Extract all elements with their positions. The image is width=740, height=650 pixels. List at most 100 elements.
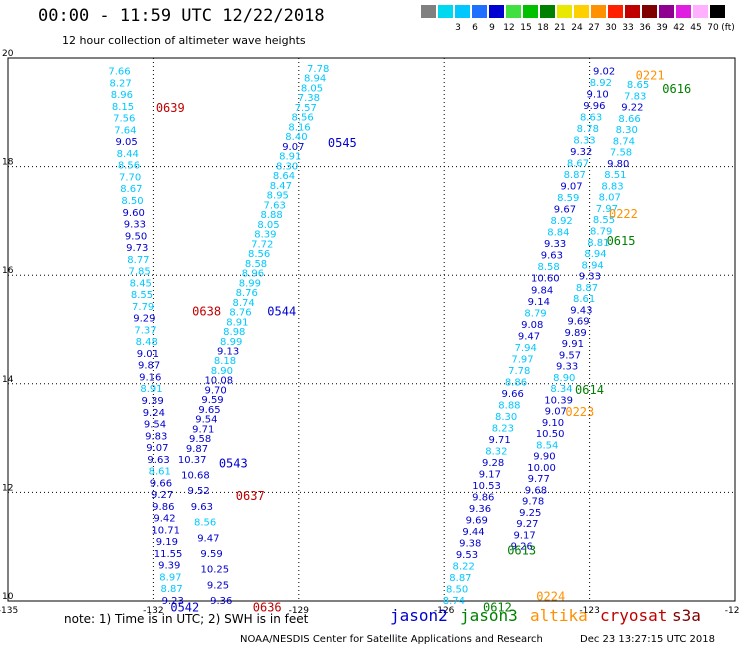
wave-height-value: 7.57 [295, 103, 317, 114]
wave-height-value: 8.44 [117, 149, 139, 160]
pass-label: 0615 [607, 234, 636, 248]
wave-height-value: 7.37 [134, 325, 156, 336]
wave-height-value: 9.47 [197, 533, 219, 544]
wave-height-value: 7.66 [108, 67, 130, 78]
wave-height-value: 8.16 [288, 122, 310, 133]
legend-swatch [659, 5, 674, 18]
page-subtitle: 12 hour collection of altimeter wave hei… [62, 34, 306, 47]
wave-height-value: 9.80 [607, 159, 629, 170]
legend-label: 42 [673, 23, 685, 33]
pass-label: 0222 [609, 207, 638, 221]
wave-height-value: 7.63 [264, 200, 286, 211]
wave-height-value: 9.01 [137, 349, 159, 360]
footer-note: note: 1) Time is in UTC; 2) SWH is in fe… [64, 612, 309, 626]
wave-height-value: 9.19 [156, 537, 178, 548]
wave-height-value: 8.91 [279, 152, 301, 163]
wave-height-value: 8.88 [260, 210, 282, 221]
wave-height-value: 8.39 [254, 230, 276, 241]
wave-height-value: 9.32 [570, 147, 592, 158]
legend-label: 12 [503, 23, 515, 33]
wave-height-value: 9.69 [466, 515, 488, 526]
wave-height-value: 9.07 [282, 142, 304, 153]
wave-height-value: 9.10 [586, 90, 608, 101]
legend-label: 24 [571, 23, 583, 33]
wave-height-value: 9.60 [123, 208, 145, 219]
wave-height-value: 9.38 [459, 538, 481, 549]
legend-unit: (ft) [721, 23, 735, 33]
legend-swatch [608, 5, 623, 18]
wave-height-value: 9.25 [519, 508, 541, 519]
wave-height-value: 8.96 [242, 269, 264, 280]
wave-height-value: 9.53 [456, 550, 478, 561]
wave-height-value: 8.87 [564, 170, 586, 181]
wave-height-value: 9.89 [565, 328, 587, 339]
wave-height-value: 7.78 [307, 64, 329, 75]
wave-height-value: 8.34 [550, 384, 572, 395]
wave-height-value: 9.10 [542, 418, 564, 429]
wave-height-value: 9.33 [579, 272, 601, 283]
wave-height-value: 7.97 [596, 204, 618, 215]
wave-height-value: 8.61 [149, 467, 171, 478]
wave-height-value: 9.86 [472, 492, 494, 503]
wave-height-value: 9.63 [541, 251, 563, 262]
legend-swatch [523, 5, 538, 18]
wave-height-value: 8.40 [285, 132, 307, 143]
wave-height-value: 9.67 [554, 205, 576, 216]
wave-height-value: 8.07 [599, 193, 621, 204]
y-tick-label: 14 [2, 375, 14, 385]
x-tick-label: -129 [289, 606, 310, 616]
wave-height-value: 11.55 [154, 549, 183, 560]
wave-height-value: 7.83 [624, 91, 646, 102]
wave-height-value: 8.94 [304, 74, 326, 85]
wave-height-value: 8.30 [616, 125, 638, 136]
wave-height-value: 8.98 [223, 327, 245, 338]
y-tick-label: 20 [2, 49, 14, 59]
legend-swatch [625, 5, 640, 18]
wave-height-value: 9.28 [482, 458, 504, 469]
pass-label: 0223 [565, 405, 594, 419]
wave-height-value: 10.53 [472, 481, 501, 492]
wave-height-value: 9.39 [158, 561, 180, 572]
wave-height-value: 8.74 [613, 136, 635, 147]
wave-height-value: 8.79 [590, 226, 612, 237]
legend-label: 30 [605, 23, 617, 33]
wave-height-value: 8.87 [160, 584, 182, 595]
y-tick-label: 10 [2, 592, 14, 602]
wave-height-value: 9.54 [195, 415, 217, 426]
wave-height-value: 9.27 [516, 519, 538, 530]
wave-height-value: 9.25 [207, 580, 229, 591]
wave-height-value: 8.65 [627, 80, 649, 91]
wave-height-value: 9.07 [560, 182, 582, 193]
wave-height-value: 9.50 [125, 231, 147, 242]
wave-height-value: 8.15 [112, 102, 134, 113]
wave-height-value: 9.42 [153, 514, 175, 525]
wave-height-value: 9.08 [521, 320, 543, 331]
wave-height-value: 8.76 [229, 308, 251, 319]
legend-swatch [472, 5, 487, 18]
wave-height-value: 8.96 [111, 90, 133, 101]
wave-height-value: 7.70 [119, 172, 141, 183]
wave-height-value: 9.16 [139, 372, 161, 383]
wave-height-value: 9.84 [531, 285, 553, 296]
legend-swatch [421, 5, 436, 18]
wave-height-value: 9.91 [562, 339, 584, 350]
wave-height-value: 8.74 [443, 596, 465, 607]
wave-height-value: 8.94 [582, 260, 604, 271]
wave-height-value: 8.92 [551, 216, 573, 227]
wave-height-value: 8.99 [239, 278, 261, 289]
pass-label: 0545 [328, 136, 357, 150]
legend-swatch [676, 5, 691, 18]
pass-label: 0639 [156, 101, 185, 115]
wave-height-value: 9.05 [115, 137, 137, 148]
wave-height-value: 9.86 [152, 502, 174, 513]
wave-height-value: 9.70 [205, 385, 227, 396]
wave-height-value: 9.71 [488, 435, 510, 446]
wave-height-value: 8.32 [485, 446, 507, 457]
wave-height-value: 8.05 [257, 220, 279, 231]
wave-height-value: 7.94 [515, 343, 537, 354]
wave-height-value: 10.60 [531, 274, 560, 285]
satellite-altika-label: altika [530, 606, 588, 625]
wave-height-value: 8.55 [593, 215, 615, 226]
wave-height-value: 8.87 [449, 573, 471, 584]
wave-height-value: 8.30 [276, 161, 298, 172]
